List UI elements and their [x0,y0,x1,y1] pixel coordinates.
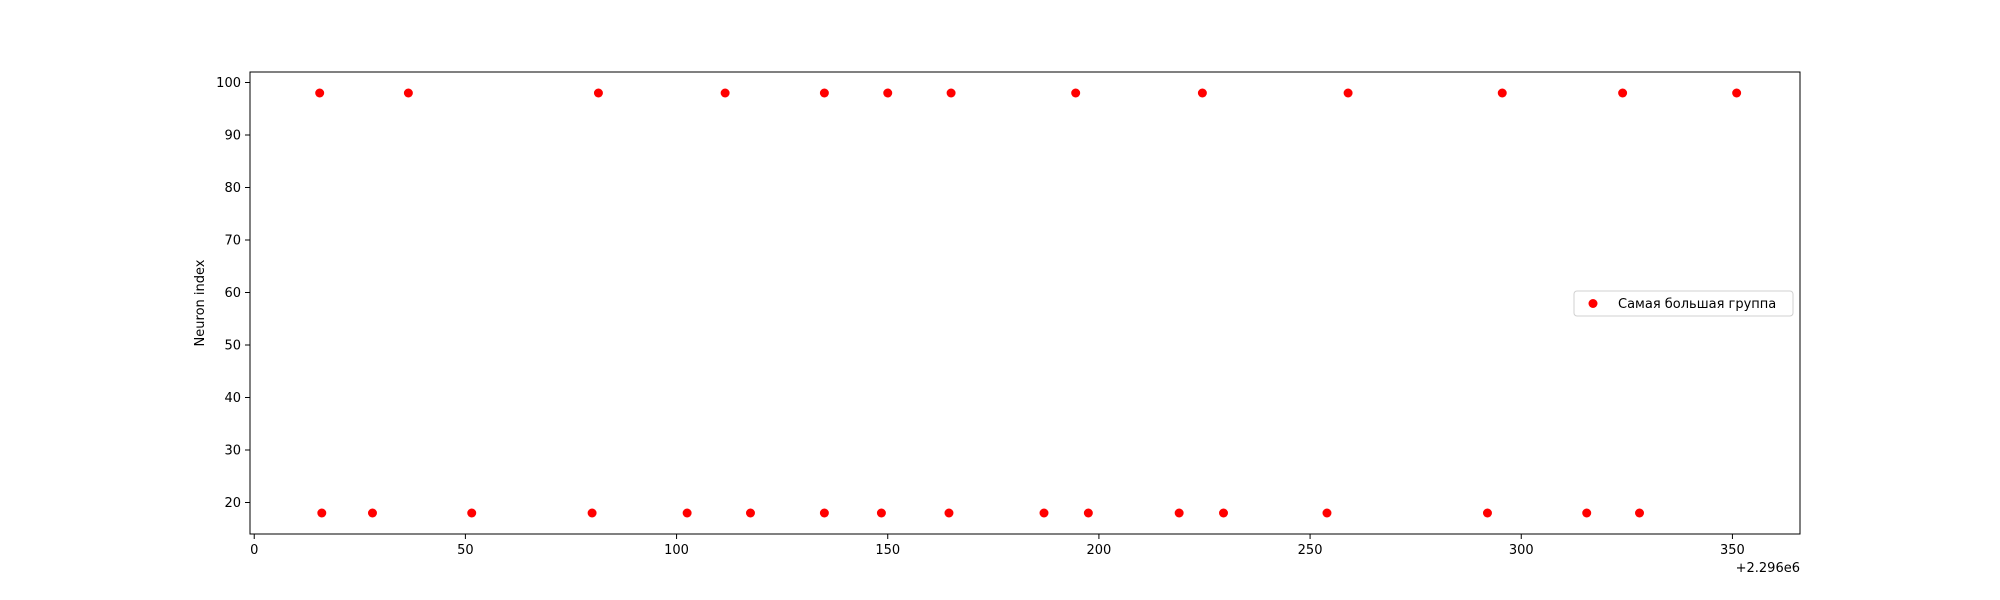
data-point [587,508,597,518]
y-tick-label: 30 [224,444,241,459]
x-tick-label: 200 [1086,543,1111,558]
data-point [682,508,692,518]
data-point [819,88,829,98]
data-point [1071,88,1081,98]
y-tick-label: 20 [224,496,241,511]
x-tick-label: 150 [875,543,900,558]
y-tick-label: 80 [224,181,241,196]
data-point [1582,508,1592,518]
legend-label: Самая большая группа [1618,297,1776,312]
data-point [1083,508,1093,518]
data-point [1343,88,1353,98]
data-point [819,508,829,518]
data-point [720,88,730,98]
y-tick-label: 100 [216,76,241,91]
y-tick-label: 50 [224,339,241,354]
x-offset-label: +2.296e6 [1736,561,1800,576]
data-point [467,508,477,518]
y-tick-label: 90 [224,129,241,144]
data-point [1618,88,1628,98]
data-point [1039,508,1049,518]
data-point [367,508,377,518]
y-tick-label: 40 [224,391,241,406]
legend-box [1573,290,1794,317]
data-point [1482,508,1492,518]
data-point [883,88,893,98]
plot-frame [249,71,1801,535]
data-point [1635,508,1645,518]
data-point [745,508,755,518]
legend-marker [1588,299,1598,308]
axis-ticks: 0 50 100 150 200 250 300 350 20 30 40 50 60 70 80 90 100 [216,76,1745,558]
x-tick-label: 0 [250,543,258,558]
data-point [1197,88,1207,98]
y-tick-label: 70 [224,234,241,249]
legend: Самая большая группа [1573,290,1794,317]
x-tick-label: 350 [1720,543,1745,558]
data-point [403,88,413,98]
y-tick-label: 60 [224,286,241,301]
x-tick-label: 300 [1509,543,1534,558]
data-point [593,88,603,98]
data-points [315,88,1742,518]
x-tick-label: 250 [1298,543,1323,558]
data-point [315,88,325,98]
data-point [1322,508,1332,518]
y-axis-label: Neuron index [193,259,208,346]
data-point [1497,88,1507,98]
x-tick-label: 50 [457,543,474,558]
data-point [876,508,886,518]
data-point [1219,508,1229,518]
data-point [1732,88,1742,98]
data-point [944,508,954,518]
x-tick-label: 100 [664,543,689,558]
plot-background [250,72,1800,534]
data-point [317,508,327,518]
data-point [946,88,956,98]
data-point [1174,508,1184,518]
